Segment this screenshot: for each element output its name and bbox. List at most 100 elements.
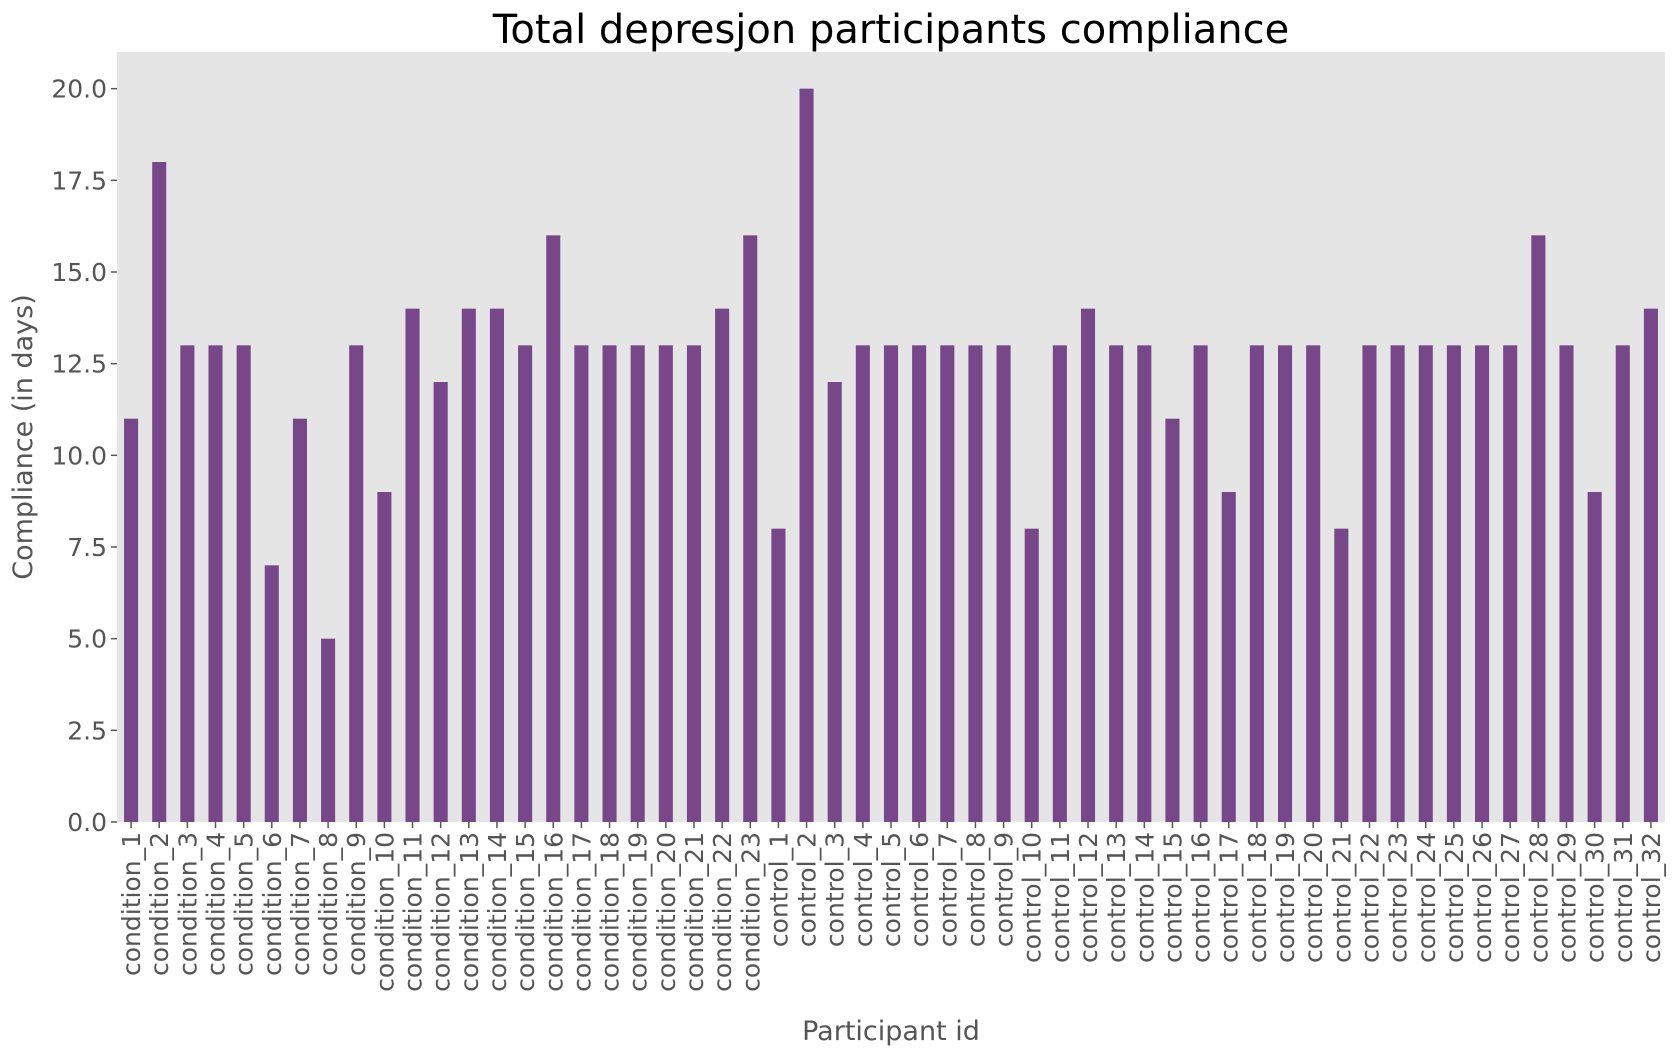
x-tick-label: condition_8: [314, 832, 343, 976]
x-axis-label: Participant id: [802, 1016, 980, 1047]
y-tick-label: 17.5: [51, 166, 107, 195]
bar-control_24: [1418, 345, 1433, 822]
bar-control_10: [1024, 528, 1039, 822]
bar-control_23: [1390, 345, 1405, 822]
bar-condition_4: [208, 345, 223, 822]
bar-condition_9: [349, 345, 364, 822]
x-tick-label: control_14: [1130, 832, 1159, 963]
y-tick-label: 0.0: [67, 808, 107, 837]
bar-condition_20: [658, 345, 673, 822]
bar-control_11: [1052, 345, 1067, 822]
x-tick-label: condition_4: [202, 832, 231, 976]
x-tick-label: control_25: [1440, 832, 1469, 963]
x-tick-label: control_4: [849, 832, 878, 947]
bar-control_3: [827, 382, 842, 822]
x-tick-label: control_6: [905, 832, 934, 947]
x-tick-label: control_22: [1355, 832, 1384, 963]
bar-condition_19: [630, 345, 645, 822]
x-tick-label: control_21: [1327, 832, 1356, 963]
x-tick-label: condition_14: [483, 832, 512, 992]
x-tick-label: control_32: [1637, 832, 1666, 963]
x-tick-label: control_7: [933, 832, 962, 947]
x-tick-label: control_3: [821, 832, 850, 947]
bar-control_20: [1306, 345, 1321, 822]
bar-control_13: [1109, 345, 1124, 822]
x-tick-label: condition_15: [511, 832, 540, 992]
x-tick-label: control_1: [764, 832, 793, 947]
x-tick-label: condition_22: [708, 832, 737, 992]
bar-condition_14: [489, 308, 504, 823]
bar-control_31: [1615, 345, 1630, 822]
bar-condition_16: [546, 235, 561, 823]
bar-control_9: [996, 345, 1011, 822]
x-tick-label: control_8: [961, 832, 990, 947]
x-axis-ticks: condition_1 condition_2 condition_3 conditi…: [117, 822, 1666, 992]
bar-control_12: [1080, 308, 1096, 823]
bar-control_7: [940, 345, 955, 822]
x-tick-label: control_24: [1412, 832, 1441, 963]
bar-control_30: [1587, 492, 1602, 822]
bar-control_27: [1503, 345, 1518, 822]
x-tick-label: condition_16: [539, 832, 568, 992]
x-tick-label: control_23: [1384, 832, 1413, 963]
x-tick-label: control_11: [1046, 832, 1075, 963]
y-tick-label: 7.5: [67, 533, 107, 562]
y-tick-label: 20.0: [51, 75, 107, 104]
bar-condition_5: [236, 345, 251, 822]
bar-condition_23: [743, 235, 758, 823]
bar-condition_8: [321, 638, 336, 822]
bar-control_25: [1446, 345, 1461, 822]
y-tick-label: 10.0: [51, 441, 107, 470]
bar-condition_11: [405, 308, 420, 823]
y-tick-label: 15.0: [51, 258, 107, 287]
chart-title: Total depresjon participants compliance: [492, 7, 1289, 53]
x-tick-label: condition_21: [680, 832, 709, 992]
bar-control_32: [1643, 308, 1658, 823]
bar-control_2: [799, 88, 814, 822]
bar-control_28: [1531, 235, 1546, 823]
bar-condition_3: [180, 345, 195, 822]
bar-control_29: [1559, 345, 1574, 822]
bar-control_8: [968, 345, 983, 822]
x-tick-label: condition_10: [370, 832, 399, 992]
bar-condition_13: [461, 308, 476, 823]
x-tick-label: control_2: [793, 832, 822, 947]
y-tick-label: 5.0: [67, 625, 107, 654]
y-axis-label: Compliance (in days): [8, 294, 39, 580]
bars-group: [124, 88, 1658, 823]
y-tick-label: 2.5: [67, 716, 107, 745]
y-axis-ticks: 0.0 2.5 5.0 7.5 10.0 12.5 15.0 17.5 20.0: [51, 75, 117, 837]
x-tick-label: condition_5: [230, 832, 259, 976]
x-tick-label: control_16: [1187, 832, 1216, 963]
x-tick-label: condition_7: [286, 832, 315, 976]
x-tick-label: condition_6: [258, 832, 287, 976]
x-tick-label: control_29: [1552, 832, 1581, 963]
bar-control_16: [1193, 345, 1208, 822]
x-tick-label: condition_20: [652, 832, 681, 992]
x-tick-label: condition_17: [567, 832, 596, 992]
bar-control_18: [1249, 345, 1264, 822]
x-tick-label: condition_19: [624, 832, 653, 992]
x-tick-label: control_12: [1074, 832, 1103, 963]
x-tick-label: condition_13: [455, 832, 484, 992]
x-tick-label: condition_9: [342, 832, 371, 976]
x-tick-label: control_19: [1271, 832, 1300, 963]
x-tick-label: control_31: [1609, 832, 1638, 963]
x-tick-label: condition_11: [399, 832, 428, 992]
bar-control_14: [1137, 345, 1152, 822]
bar-condition_1: [124, 418, 139, 822]
x-tick-label: condition_3: [173, 832, 202, 976]
x-tick-label: control_28: [1524, 832, 1553, 963]
x-tick-label: control_17: [1215, 832, 1244, 963]
bar-condition_6: [264, 565, 279, 822]
y-tick-label: 12.5: [51, 350, 107, 379]
bar-control_6: [912, 345, 927, 822]
bar-control_17: [1221, 492, 1236, 822]
bar-control_22: [1362, 345, 1377, 822]
bar-condition_22: [715, 308, 730, 823]
bar-control_26: [1475, 345, 1490, 822]
bar-control_4: [855, 345, 870, 822]
bar-control_5: [883, 345, 899, 822]
x-tick-label: condition_23: [736, 832, 765, 992]
